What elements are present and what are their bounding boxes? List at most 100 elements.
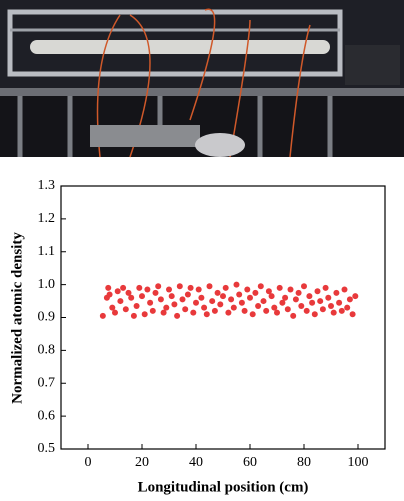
x-tick-label: 100 (348, 455, 369, 470)
point (155, 283, 162, 290)
point (346, 296, 353, 303)
point (176, 283, 183, 290)
point (157, 296, 164, 303)
point (160, 309, 167, 316)
point (236, 291, 243, 298)
point (214, 289, 221, 296)
point (184, 291, 191, 298)
point (130, 312, 137, 319)
point (255, 302, 262, 309)
point (141, 311, 148, 318)
point (105, 284, 112, 291)
plot-frame (60, 185, 386, 450)
point (268, 293, 275, 300)
point (228, 296, 235, 303)
point (128, 294, 135, 301)
point (209, 298, 216, 305)
point (230, 304, 237, 311)
point (203, 311, 210, 318)
point (279, 299, 286, 306)
point (222, 284, 229, 291)
point (133, 302, 140, 309)
point (190, 309, 197, 316)
point (112, 309, 118, 316)
point (325, 294, 332, 301)
point (317, 298, 324, 305)
point (139, 293, 145, 300)
y-tick-label: 0.7 (38, 375, 56, 390)
point (241, 307, 248, 314)
y-tick-label: 0.9 (38, 310, 56, 325)
y-tick-label: 1.1 (38, 244, 56, 259)
point (217, 301, 224, 308)
point (125, 289, 132, 296)
point (120, 284, 127, 291)
x-tick-label: 80 (297, 455, 311, 470)
point (274, 309, 280, 316)
point (328, 302, 334, 309)
point (225, 309, 232, 316)
apparatus-photo (0, 0, 404, 158)
point (303, 307, 310, 314)
point (206, 283, 213, 290)
x-tick-label: 20 (135, 455, 149, 470)
point (333, 289, 340, 296)
point (193, 299, 199, 306)
point (295, 289, 302, 296)
point (166, 286, 172, 293)
point (211, 307, 218, 314)
point (174, 312, 181, 319)
y-tick-label: 0.6 (38, 408, 56, 423)
point (99, 312, 106, 319)
point (122, 306, 129, 313)
x-axis-label: Longitudinal position (cm) (138, 479, 309, 495)
point (244, 286, 251, 293)
point (263, 307, 270, 314)
point (314, 288, 321, 295)
point (198, 294, 205, 301)
point (309, 299, 316, 306)
point (301, 283, 307, 290)
point (260, 298, 267, 305)
point (306, 293, 313, 300)
point (341, 286, 348, 293)
point (336, 299, 343, 306)
point (149, 307, 156, 314)
point (147, 299, 154, 306)
point (290, 312, 297, 319)
point (152, 289, 159, 296)
point (298, 302, 305, 309)
point (322, 284, 329, 291)
point (292, 296, 299, 303)
y-tick-label: 1.3 (38, 178, 56, 193)
point (247, 294, 253, 301)
point (114, 288, 121, 295)
point (249, 311, 256, 318)
y-tick-label: 1.2 (38, 211, 56, 226)
y-tick-label: 0.8 (38, 343, 56, 358)
point (117, 298, 124, 305)
point (182, 306, 189, 313)
point (282, 294, 289, 301)
point (220, 293, 226, 300)
point (352, 293, 359, 300)
y-tick-label: 0.5 (38, 441, 56, 456)
x-tick-label: 0 (85, 455, 92, 470)
point (276, 284, 283, 291)
y-axis-label: Normalized atomic density (9, 232, 25, 404)
point (163, 304, 170, 311)
point (349, 311, 356, 318)
x-tick-label: 40 (189, 455, 203, 470)
x-tick-label: 60 (243, 455, 257, 470)
point (287, 286, 294, 293)
point (106, 291, 113, 298)
point (109, 304, 116, 311)
point (144, 286, 151, 293)
point (233, 281, 240, 288)
point (271, 304, 278, 311)
point (195, 286, 202, 293)
point (284, 306, 291, 313)
point (311, 311, 318, 318)
point (201, 304, 208, 311)
